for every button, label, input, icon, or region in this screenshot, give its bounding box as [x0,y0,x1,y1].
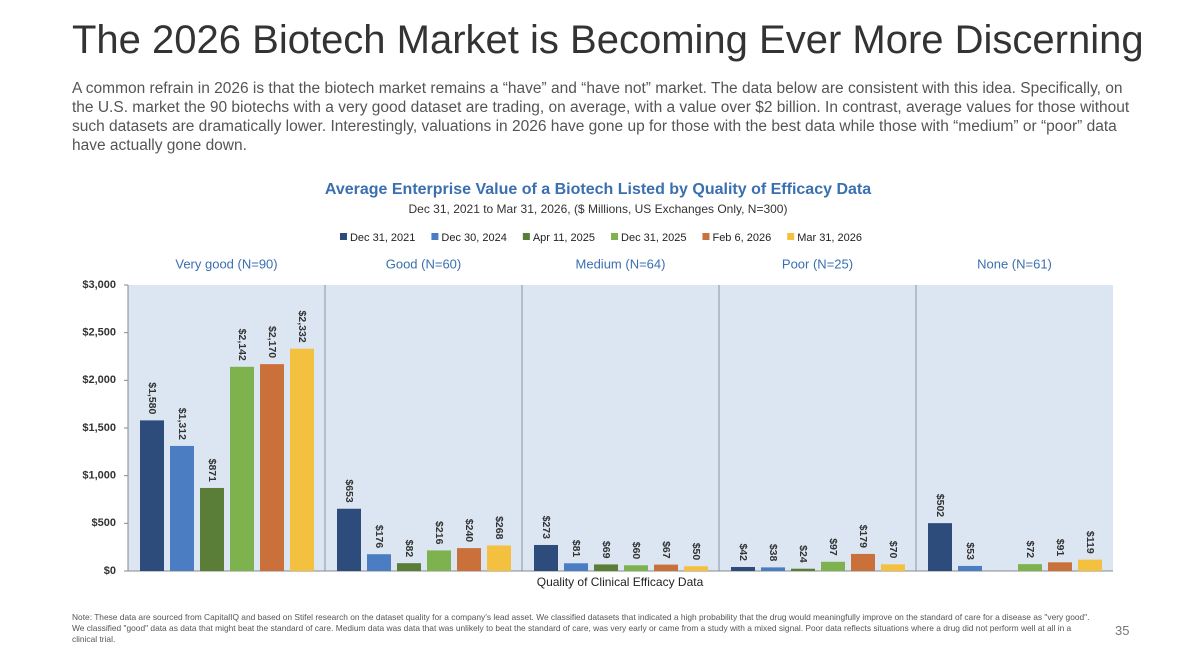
value-label: $1,312 [176,408,188,440]
value-label: $24 [797,545,809,563]
bar [367,554,391,571]
value-label: $2,142 [236,329,248,361]
value-label: $240 [463,519,475,543]
legend-label: Mar 31, 2026 [797,232,862,244]
chart: Average Enterprise Value of a Biotech Li… [82,181,1113,589]
bar [654,564,678,571]
value-label: $216 [433,521,445,545]
value-label: $871 [206,459,218,483]
bar [594,564,618,571]
bar [200,487,224,571]
group-label: Very good (N=90) [175,256,277,271]
value-label: $42 [737,543,749,561]
value-label: $81 [570,540,582,558]
bar [1048,562,1072,571]
value-label: $176 [373,525,385,549]
value-label: $72 [1024,541,1036,559]
slide-title: The 2026 Biotech Market is Becoming Ever… [72,18,1144,62]
legend-label: Dec 31, 2021 [350,232,415,244]
value-label: $82 [403,540,415,558]
bar [170,445,194,571]
value-label: $69 [600,541,612,559]
y-tick-label: $3,000 [82,279,116,291]
chart-subtitle: Dec 31, 2021 to Mar 31, 2026, ($ Million… [409,202,788,216]
bar [487,545,511,571]
bar [624,565,648,571]
legend-label: Dec 30, 2024 [441,232,506,244]
bar [684,566,708,571]
y-tick-label: $2,000 [82,374,116,386]
legend-label: Feb 6, 2026 [712,232,771,244]
bar [427,550,451,571]
legend-swatch [787,233,795,240]
value-label: $60 [630,542,642,560]
group-label: Good (N=60) [386,256,462,271]
bar [761,567,785,571]
bar [821,561,845,571]
bar [851,553,875,571]
bar [397,563,421,571]
value-label: $273 [540,516,552,540]
value-label: $268 [493,516,505,540]
bar [337,508,361,571]
y-tick-label: $500 [92,517,116,529]
chart-title: Average Enterprise Value of a Biotech Li… [325,181,871,198]
legend-swatch [611,233,619,240]
page-number: 35 [1115,623,1130,638]
value-label: $179 [857,525,869,549]
value-label: $50 [690,543,702,561]
legend-label: Dec 31, 2025 [621,232,686,244]
bar [1018,564,1042,571]
bar [140,420,164,571]
group-label: None (N=61) [977,256,1052,271]
bar [928,523,952,571]
bar [881,564,905,571]
legend-swatch [522,233,530,240]
legend-label: Apr 11, 2025 [533,232,595,244]
value-label: $2,332 [296,311,308,343]
slide-body: A common refrain in 2026 is that the bio… [72,80,1130,154]
bar [290,348,314,571]
group-label: Poor (N=25) [782,256,853,271]
bar [958,565,982,571]
footnote: Note: These data are sourced from Capita… [72,612,1090,644]
group-label: Medium (N=64) [576,256,666,271]
value-label: $38 [767,544,779,562]
value-label: $119 [1084,531,1096,554]
value-label: $91 [1054,539,1066,557]
y-tick-label: $1,000 [82,470,116,482]
bar [791,568,815,571]
legend-swatch [431,233,439,240]
value-label: $502 [934,494,946,518]
bar [457,548,481,571]
legend-swatch [339,233,347,240]
y-tick-label: $2,500 [82,327,116,339]
bar [230,366,254,571]
bar [564,563,588,571]
y-tick-label: $0 [104,565,116,577]
bar [534,544,558,571]
x-axis-label: Quality of Clinical Efficacy Data [537,575,704,589]
value-label: $1,580 [146,382,158,414]
value-label: $67 [660,541,672,559]
value-label: $653 [343,479,355,503]
y-tick-label: $1,500 [82,422,116,434]
value-label: $97 [827,538,839,556]
bar [260,364,284,571]
bar [731,566,755,571]
value-label: $2,170 [266,326,278,358]
value-label: $70 [887,541,899,559]
legend-swatch [702,233,710,240]
bar [1078,559,1102,571]
value-label: $53 [964,542,976,560]
